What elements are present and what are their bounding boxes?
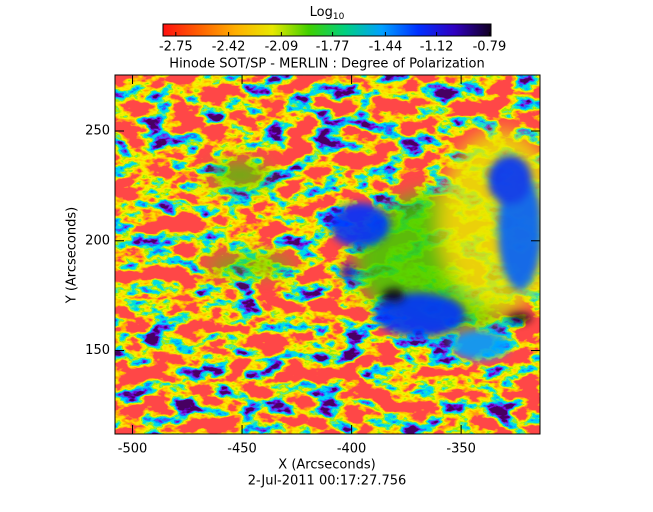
colorbar-label: Log10 xyxy=(310,5,345,22)
colorbar-tick-label: -0.79 xyxy=(473,40,507,55)
colorbar-tick-label: -1.77 xyxy=(316,40,350,55)
x-tick-label: -500 xyxy=(118,442,148,457)
colorbar-tick-label: -2.42 xyxy=(212,40,246,55)
image xyxy=(115,75,540,434)
x-tick-label: -450 xyxy=(227,442,257,457)
colorbar-label-sub: 10 xyxy=(333,12,345,22)
x-tick-label: -350 xyxy=(446,442,476,457)
colorbar-tick-label: -2.75 xyxy=(159,40,193,55)
colorbar-tick-label: -2.09 xyxy=(265,40,299,55)
plot-frame xyxy=(114,74,541,435)
colorbar-tick-label: -1.44 xyxy=(369,40,403,55)
y-axis-label: Y (Arcseconds) xyxy=(65,207,80,304)
x-tick-label: -400 xyxy=(337,442,367,457)
x-axis-label: X (Arcseconds) xyxy=(278,458,375,473)
subtitle: 2-Jul-2011 00:17:27.756 xyxy=(248,474,407,489)
colorbar-label-main: Log xyxy=(310,5,333,20)
colorbar-tick-label: -1.12 xyxy=(420,40,454,55)
image-strong xyxy=(330,155,540,360)
y-tick-label: 150 xyxy=(85,343,110,358)
colorbar xyxy=(162,23,492,37)
y-tick-label: 200 xyxy=(85,233,110,248)
y-tick-label: 250 xyxy=(85,123,110,138)
chart-title: Hinode SOT/SP - MERLIN : Degree of Polar… xyxy=(169,57,484,72)
